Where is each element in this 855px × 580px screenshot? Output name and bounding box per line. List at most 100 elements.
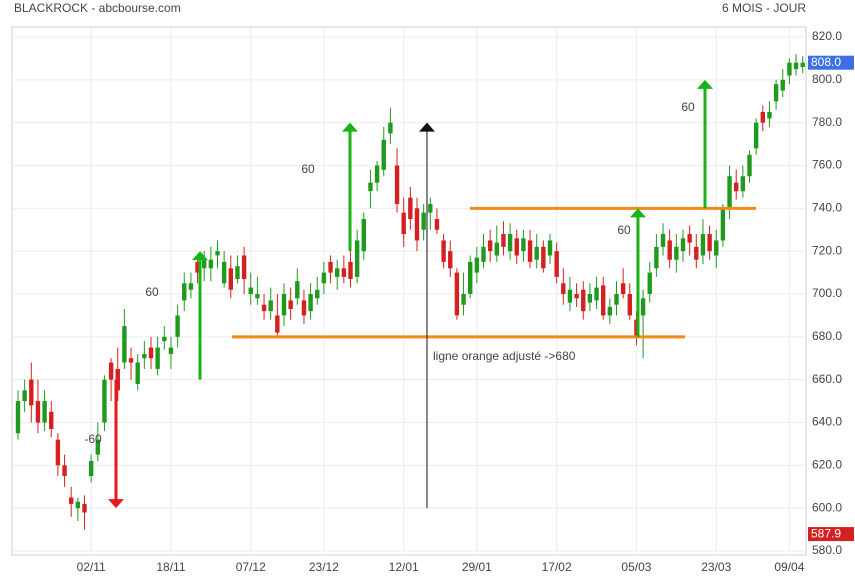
candle-body [55, 439, 61, 466]
candle-body [607, 306, 613, 316]
candle-body [594, 287, 599, 301]
y-tick-label: 800.0 [812, 72, 842, 86]
candle-body [301, 300, 307, 316]
candle-body [640, 298, 646, 316]
candle-body [720, 208, 726, 241]
y-tick-label: 640.0 [812, 415, 842, 429]
candle-body [288, 300, 293, 309]
x-tick-label: 23/03 [701, 560, 731, 574]
candle-body [341, 268, 347, 277]
price-tag [808, 527, 854, 542]
candle-body [168, 347, 174, 354]
candle-body [275, 315, 280, 333]
candle-body [421, 212, 426, 230]
y-tick-label: 580.0 [812, 543, 842, 557]
candle-body [527, 240, 533, 262]
candle-body [740, 176, 746, 192]
candle-body [82, 503, 87, 513]
price-tag-label: 808.0 [811, 55, 841, 69]
candle-body [587, 294, 593, 303]
candle-body [680, 238, 686, 252]
arrow-label: -60 [84, 432, 102, 446]
candle-body [248, 287, 253, 294]
candle-body [195, 261, 200, 273]
candle-body [567, 289, 573, 303]
x-tick-label: 07/12 [236, 560, 266, 574]
y-tick-label: 660.0 [812, 372, 842, 386]
candle-body [22, 390, 27, 402]
candle-body [49, 411, 54, 429]
candle-body [122, 326, 127, 363]
candle-body [414, 208, 420, 241]
candle-body [434, 219, 440, 230]
y-tick-label: 620.0 [812, 458, 842, 472]
y-tick-label: 780.0 [812, 115, 842, 129]
candle-body [95, 439, 100, 455]
candle-body [454, 272, 460, 316]
y-tick-label: 720.0 [812, 243, 842, 257]
candle-body [202, 259, 207, 269]
candle-body [694, 246, 699, 260]
candle-body [747, 154, 752, 177]
candle-body [521, 238, 526, 252]
candle-body [315, 289, 320, 299]
candle-body [15, 401, 21, 434]
candle-body [501, 234, 506, 247]
candle-body [787, 62, 792, 76]
candle-body [674, 246, 679, 260]
arrow-head [697, 79, 713, 89]
candle-body [487, 240, 493, 252]
annotation: ligne orange adjusté ->680 [433, 349, 576, 363]
y-tick-label: 680.0 [812, 329, 842, 343]
candle-body [507, 234, 513, 252]
candle-body [102, 379, 107, 423]
arrow-label: 60 [301, 162, 315, 176]
candle-body [381, 139, 386, 170]
y-tick-label: 760.0 [812, 158, 842, 172]
candle-body [335, 268, 340, 277]
x-tick-label: 17/02 [542, 560, 572, 574]
candle-body [767, 111, 772, 119]
candle-body [793, 62, 799, 70]
candle-body [727, 176, 732, 209]
candle-body [354, 240, 360, 277]
candle-body [374, 165, 380, 183]
candle-body [481, 246, 486, 262]
candle-body [654, 246, 659, 269]
x-tick-label: 12/01 [389, 560, 419, 574]
chart-subtitle: 6 MOIS - JOUR [722, 1, 806, 15]
candle-body [388, 122, 393, 134]
candle-body [408, 197, 413, 220]
candle-body [627, 294, 632, 316]
y-tick-label: 600.0 [812, 500, 842, 514]
candle-body [401, 212, 406, 235]
candle-body [175, 315, 180, 337]
chart-title: BLACKROCK - abcbourse.com [14, 1, 181, 15]
candle-body [241, 255, 247, 280]
candle-body [295, 281, 300, 299]
candle-body [753, 122, 759, 149]
candle-body [208, 259, 214, 269]
y-tick-label: 740.0 [812, 201, 842, 215]
candle-body [428, 204, 433, 213]
candle-body [494, 242, 499, 256]
candle-body [461, 294, 466, 305]
candle-body [148, 347, 154, 359]
candle-body [69, 497, 74, 504]
arrow-head [108, 499, 124, 509]
candle-body [780, 79, 785, 91]
arrow-label: 60 [145, 285, 159, 299]
candle-body [35, 401, 41, 423]
candle-body [29, 379, 34, 406]
price-tag-label: 587.9 [811, 526, 841, 540]
plot-frame [11, 26, 807, 556]
candle-body [448, 251, 453, 269]
candle-body [760, 111, 765, 123]
candle-body [601, 285, 606, 316]
candle-body [441, 240, 446, 262]
candle-body [714, 240, 719, 256]
candle-body [115, 368, 120, 391]
arrow-label: 60 [681, 100, 695, 114]
candle-body [215, 251, 220, 256]
